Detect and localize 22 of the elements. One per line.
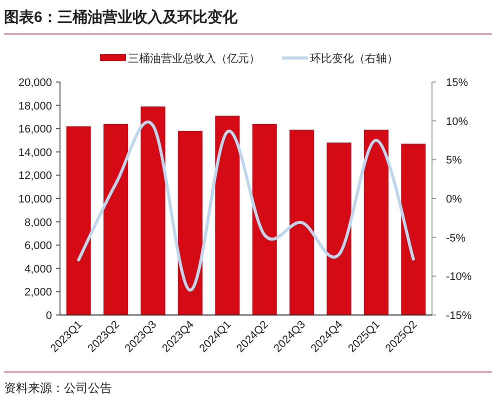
legend-label: 三桶油营业总收入（亿元） [128, 52, 260, 65]
y-tick-label: 4,000 [24, 263, 52, 276]
text: 资料来源：公司公告 [4, 382, 112, 396]
y-tick-label: 10,000 [18, 194, 52, 206]
y-tick-label: 0 [46, 310, 52, 322]
y2-tick-label: 15% [446, 77, 468, 89]
y2-tick-label: 5% [446, 154, 462, 167]
y-tick-label: 20,000 [18, 77, 52, 89]
y2-tick-label: -5% [446, 232, 466, 244]
legend-label: 环比变化（右轴） [310, 52, 398, 65]
y-tick-label: 14,000 [18, 146, 52, 159]
title: 图表6：三桶油营业收入及环比变化 [4, 9, 238, 26]
y-tick-label: 18,000 [18, 100, 52, 112]
y-tick-label: 2,000 [24, 286, 52, 299]
y2-tick-label: -15% [446, 310, 472, 322]
y2-tick-label: 10% [446, 116, 468, 128]
y-tick-label: 16,000 [18, 124, 52, 136]
y-tick-label: 8,000 [24, 216, 52, 229]
y2-tick-label: -10% [446, 271, 472, 284]
y2-tick-label: 0% [446, 194, 462, 206]
y-tick-label: 12,000 [18, 170, 52, 182]
y-tick-label: 6,000 [24, 240, 52, 252]
